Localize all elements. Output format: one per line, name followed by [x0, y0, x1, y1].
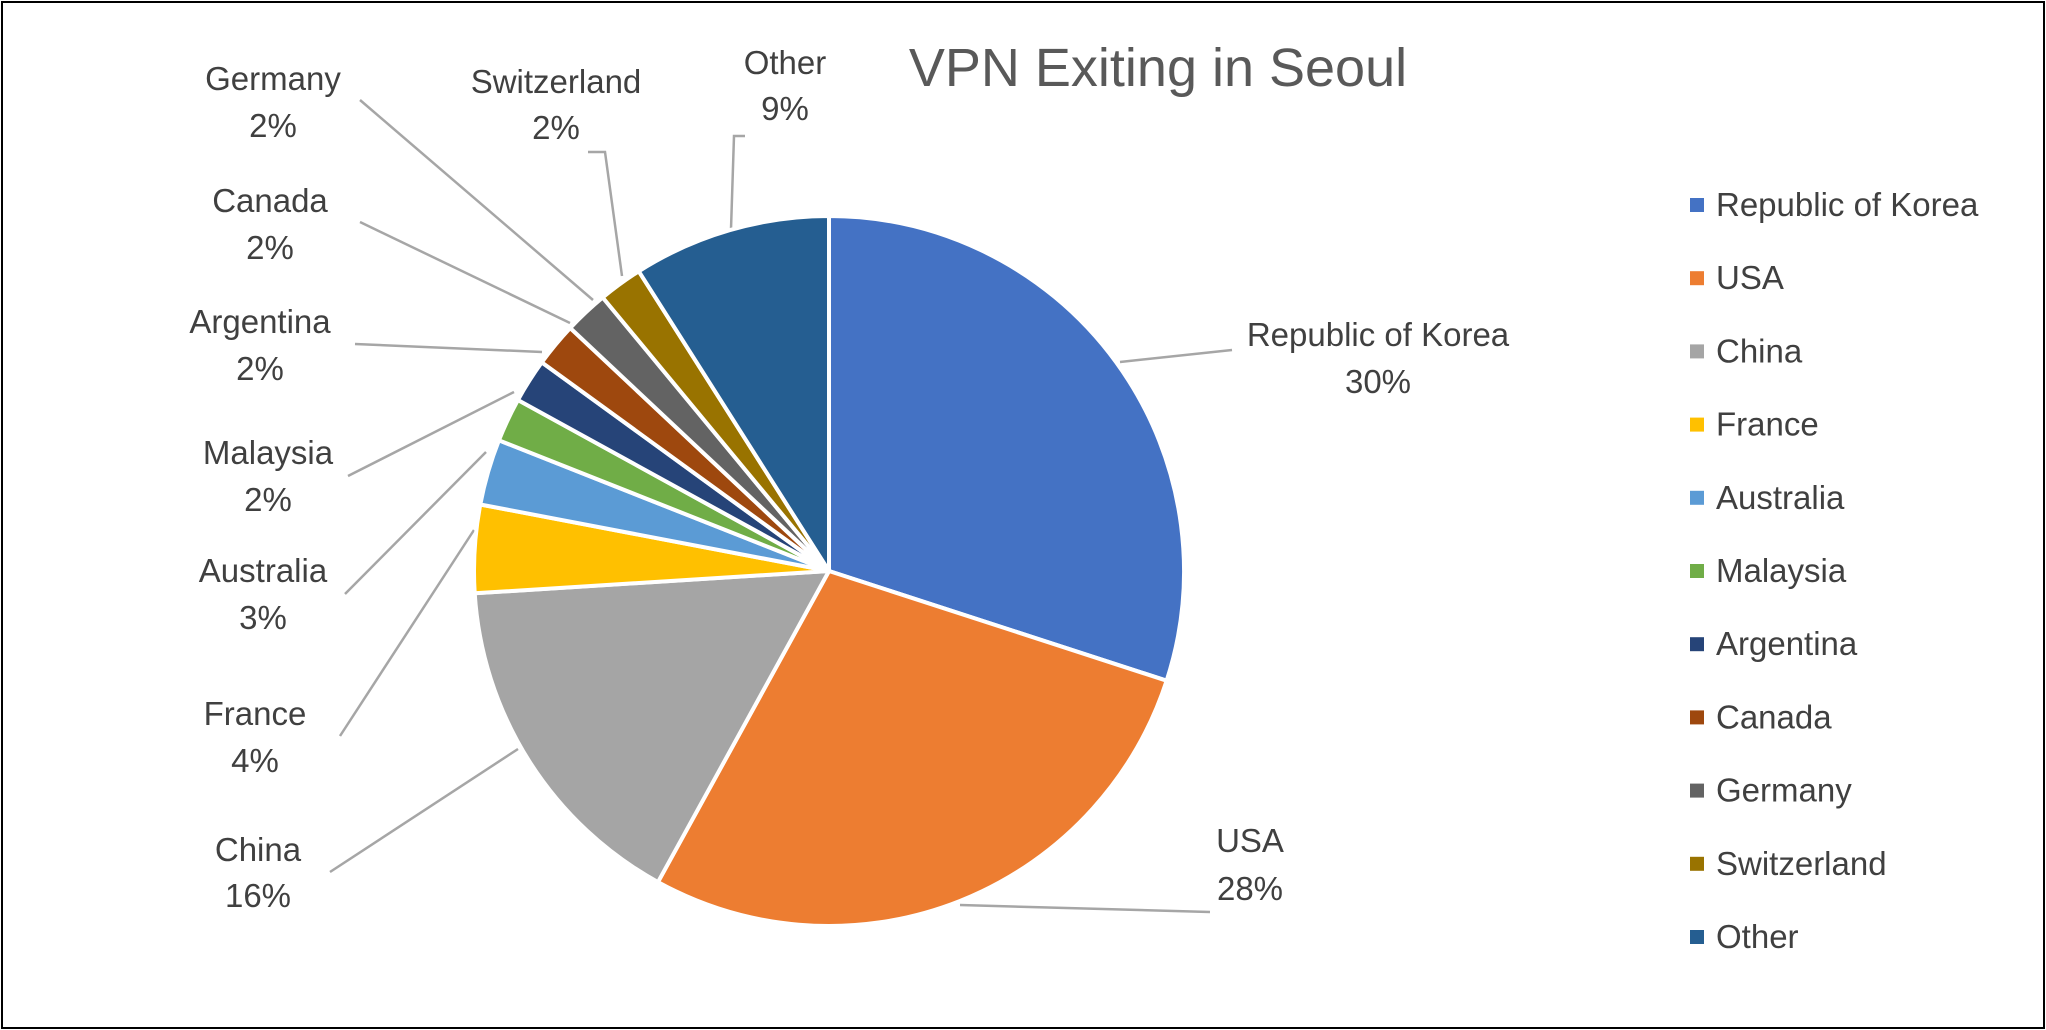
leader-line-canada: [359, 220, 571, 325]
slice-label-value-canada: 2%: [246, 229, 294, 266]
pie-slice-china: [472, 569, 831, 885]
slice-label-name-argentina: Argentina: [189, 303, 331, 340]
slice-label-value-republic-of-korea: 30%: [1345, 363, 1411, 400]
legend-label-malaysia: Malaysia: [1716, 552, 1847, 589]
legend-item-france: France: [1690, 406, 1819, 443]
legend-item-usa: USA: [1690, 259, 1784, 296]
legend-label-other: Other: [1716, 918, 1799, 955]
leader-line-germany: [359, 99, 594, 301]
legend-label-germany: Germany: [1716, 772, 1852, 809]
legend-swatch-malaysia: [1690, 564, 1704, 578]
legend-label-canada: Canada: [1716, 698, 1832, 735]
legend-label-france: France: [1716, 406, 1819, 443]
slice-label-name-france: France: [204, 695, 307, 732]
legend-item-switzerland: Switzerland: [1690, 845, 1887, 882]
pie-slice-other: [636, 214, 831, 573]
legend-swatch-germany: [1690, 783, 1704, 798]
legend-item-argentina: Argentina: [1690, 625, 1858, 662]
pie-slice-usa: [655, 569, 1169, 928]
slice-label-value-germany: 2%: [249, 107, 297, 144]
legend-swatch-australia: [1690, 490, 1704, 505]
legend: Republic of Korea USA China France Australia…: [1690, 186, 1979, 955]
legend-swatch-other: [1690, 930, 1704, 944]
slice-label-value-switzerland: 2%: [532, 109, 580, 146]
chart-title: VPN Exiting in Seoul: [909, 38, 1407, 98]
slice-label-name-malaysia: Malaysia: [203, 434, 334, 471]
legend-item-canada: Canada: [1690, 698, 1832, 735]
legend-item-china: China: [1690, 332, 1803, 369]
leader-line-france: [338, 529, 476, 737]
leader-line-other: [729, 134, 745, 230]
slice-label-value-malaysia: 2%: [244, 481, 292, 518]
legend-label-switzerland: Switzerland: [1716, 845, 1887, 882]
legend-label-australia: Australia: [1716, 479, 1845, 516]
slice-label-value-china: 16%: [225, 877, 291, 914]
legend-swatch-china: [1690, 344, 1704, 359]
slice-label-name-australia: Australia: [199, 552, 328, 589]
legend-label-argentina: Argentina: [1716, 625, 1858, 662]
leader-line-argentina: [354, 342, 543, 354]
legend-swatch-republic-of-korea: [1690, 198, 1704, 212]
leader-line-china: [329, 747, 519, 874]
legend-label-republic-of-korea: Republic of Korea: [1716, 186, 1979, 223]
leader-line-republic-of-korea: [1119, 348, 1233, 364]
legend-swatch-france: [1690, 417, 1704, 432]
legend-item-other: Other: [1690, 918, 1799, 955]
leader-line-australia: [344, 451, 487, 595]
slice-label-value-australia: 3%: [239, 599, 287, 636]
pie-slices: [472, 214, 1186, 928]
slice-label-name-switzerland: Switzerland: [471, 63, 642, 100]
leader-line-switzerland: [588, 150, 624, 277]
legend-item-malaysia: Malaysia: [1690, 552, 1847, 589]
leader-line-malaysia: [347, 390, 515, 478]
legend-label-china: China: [1716, 332, 1803, 369]
slice-label-value-france: 4%: [231, 742, 279, 779]
slice-label-name-canada: Canada: [212, 182, 328, 219]
legend-swatch-canada: [1690, 710, 1704, 725]
legend-swatch-usa: [1690, 271, 1704, 286]
slice-label-value-usa: 28%: [1217, 870, 1283, 907]
slice-label-name-germany: Germany: [205, 60, 341, 97]
leader-line-usa: [959, 903, 1211, 914]
slice-label-name-other: Other: [744, 44, 827, 81]
slice-label-name-china: China: [215, 831, 302, 868]
legend-item-republic-of-korea: Republic of Korea: [1690, 186, 1979, 223]
slice-labels: Republic of Korea 30% USA 28% China 16% France…: [189, 44, 1509, 914]
slice-label-value-argentina: 2%: [236, 350, 284, 387]
pie-slice-republic-of-korea: [827, 214, 1186, 683]
slice-label-value-other: 9%: [761, 90, 809, 127]
leader-lines: [329, 99, 1233, 914]
legend-swatch-argentina: [1690, 637, 1704, 652]
legend-swatch-switzerland: [1690, 856, 1704, 871]
slice-label-name-usa: USA: [1216, 822, 1284, 859]
legend-item-germany: Germany: [1690, 772, 1852, 809]
legend-label-usa: USA: [1716, 259, 1784, 296]
slice-label-name-republic-of-korea: Republic of Korea: [1247, 316, 1510, 353]
legend-item-australia: Australia: [1690, 479, 1845, 516]
